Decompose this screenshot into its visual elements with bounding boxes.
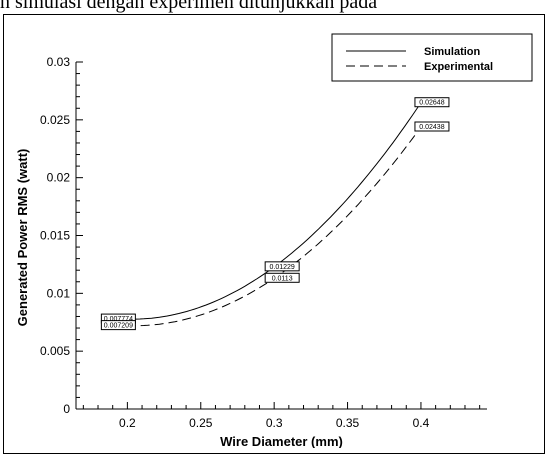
x-tick-label: 0.4 — [413, 416, 430, 430]
data-label: 0.02438 — [414, 121, 450, 132]
x-tick-label: 0.25 — [189, 416, 213, 430]
data-label-box — [100, 320, 136, 331]
y-tick-label: 0.015 — [40, 229, 70, 243]
y-tick-label: 0.02 — [47, 171, 71, 185]
data-label-box — [414, 121, 450, 132]
data-label: 0.02648 — [414, 97, 450, 108]
legend-label-experimental: Experimental — [424, 61, 493, 73]
x-tick-label: 0.3 — [266, 416, 283, 430]
data-label-box — [264, 272, 300, 283]
data-label-text: 0.007774 — [104, 316, 133, 323]
data-label-box — [414, 97, 450, 108]
x-tick-label: 0.35 — [336, 416, 360, 430]
series-layer — [112, 98, 425, 327]
axes: 0 0.005 0.01 0.015 0.02 0.025 0.03 0.2 0.25 0.3 0.… — [40, 55, 487, 430]
legend-box — [331, 33, 533, 82]
data-label-text: 0.01229 — [270, 264, 295, 271]
x-tick-label: 0.2 — [119, 416, 136, 430]
data-label-text: 0.02438 — [419, 124, 444, 131]
data-label-box — [264, 261, 300, 272]
y-tick-label: 0 — [63, 402, 70, 416]
y-tick-label: 0.025 — [40, 113, 70, 127]
y-axis-label: Generated Power RMS (watt) — [15, 149, 30, 327]
y-tick-label: 0.005 — [40, 344, 70, 358]
data-label-text: 0.0113 — [272, 275, 293, 282]
caption-text: n simulasi dengan experimen ditunjukkan … — [0, 0, 378, 13]
series-line-experimental — [112, 122, 425, 327]
data-label: 0.01229 — [264, 261, 300, 272]
series-line-simulation — [112, 98, 425, 320]
data-labels-layer: 0.007774 0.01229 0.02648 0.007209 0.0113 0.02… — [100, 97, 450, 331]
data-label: 0.007209 — [100, 320, 136, 331]
data-label-text: 0.007209 — [104, 323, 133, 330]
legend: Simulation Experimental — [331, 33, 533, 82]
data-label-text: 0.02648 — [419, 100, 444, 107]
data-label: 0.0113 — [264, 272, 300, 283]
y-tick-label: 0.03 — [47, 55, 71, 69]
y-tick-label: 0.01 — [47, 286, 71, 300]
x-axis-label: Wire Diameter (mm) — [220, 434, 343, 448]
legend-label-simulation: Simulation — [424, 46, 481, 58]
